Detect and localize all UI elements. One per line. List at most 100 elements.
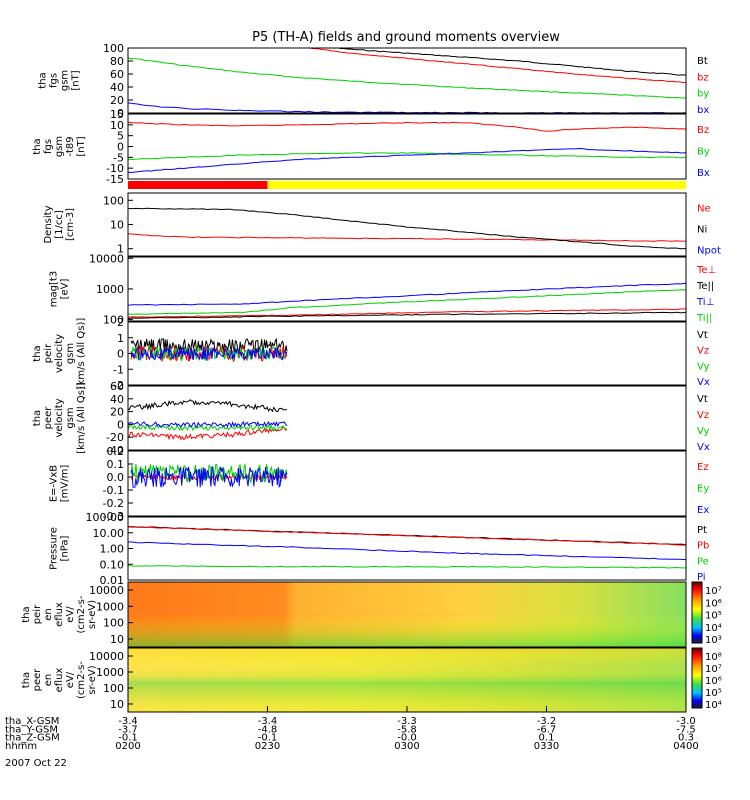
y-tick-label: -5 bbox=[113, 151, 124, 164]
series-pb bbox=[128, 526, 686, 546]
y-label-line: velocity bbox=[54, 334, 65, 373]
heatmap-overlay bbox=[128, 582, 686, 647]
series-group bbox=[128, 121, 686, 173]
y-tick-label: 10000 bbox=[89, 252, 124, 265]
y-tick-label: 5 bbox=[117, 130, 124, 143]
y-tick-label: 100 bbox=[103, 194, 124, 207]
y-label-line: [cm-3] bbox=[65, 208, 76, 241]
y-tick-label: 0.0 bbox=[107, 471, 125, 484]
colorbar-tick-label: 10³ bbox=[705, 635, 722, 646]
y-label-line: peer bbox=[32, 668, 43, 692]
y-label-line: eflux bbox=[54, 602, 65, 627]
panel-frame bbox=[127, 516, 687, 581]
y-label-line: peir bbox=[43, 343, 54, 363]
legend-ez: Ez bbox=[697, 462, 709, 473]
series-ex bbox=[130, 465, 288, 489]
y-label-line: (cm2-s- bbox=[76, 595, 87, 633]
colorbar-scale bbox=[691, 647, 703, 709]
y-tick-label: 1 bbox=[117, 332, 124, 345]
y-label-line: tha bbox=[21, 606, 32, 622]
legend-pt: Pt bbox=[697, 525, 707, 536]
colorbar-tick-label: 10⁵ bbox=[705, 688, 722, 699]
y-tick-label: 100 bbox=[103, 617, 124, 630]
x-axis-value: -0.1 bbox=[258, 733, 278, 744]
x-axis-value: -3.2 bbox=[537, 716, 557, 727]
y-label-line: sr-eV) bbox=[87, 600, 98, 629]
legend-by: by bbox=[697, 89, 709, 100]
y-label-line: peer bbox=[43, 406, 54, 430]
series-ne bbox=[128, 233, 686, 242]
y-label-line: Pressure bbox=[49, 527, 60, 570]
legend-pe: Pe bbox=[697, 556, 709, 567]
y-tick-label: 10000 bbox=[89, 650, 124, 663]
colorbar-tick-label: 10⁸ bbox=[705, 652, 722, 663]
y-tick-label: 0.10 bbox=[100, 558, 125, 571]
y-tick-label: 10 bbox=[110, 698, 124, 711]
colorbar-tick-label: 10⁵ bbox=[705, 611, 722, 622]
series-bx bbox=[128, 147, 686, 173]
legend-bx: Bx bbox=[697, 168, 710, 179]
y-tick-label: -2 bbox=[113, 379, 124, 392]
y-label-line: eflux bbox=[54, 668, 65, 693]
series-vx bbox=[130, 346, 288, 362]
colorbar-tick-label: 10⁷ bbox=[705, 664, 722, 675]
x-axis-value: -3.4 bbox=[258, 716, 278, 727]
x-axis-value: 0330 bbox=[534, 741, 559, 752]
y-tick-label: 10.00 bbox=[93, 527, 125, 540]
y-axis-label: E=-VxB [mV/m] bbox=[49, 465, 71, 503]
x-axis-ephemeris: tha_X-GSM -3.4 -3.4 -3.3 -3.2 -3.0 tha_Y-GSM -3… bbox=[5, 706, 699, 769]
series-group bbox=[128, 282, 686, 319]
y-tick-label: 0.01 bbox=[100, 574, 125, 587]
y-axis-label: Density [1/cc] [cm-3] bbox=[43, 205, 76, 243]
y-tick-label: 100.00 bbox=[86, 511, 125, 524]
y-tick-label: -10 bbox=[106, 162, 124, 175]
series-vx bbox=[128, 420, 288, 428]
x-axis-value: -4.8 bbox=[258, 724, 278, 735]
series-group bbox=[130, 462, 288, 489]
y-tick-label: 10000 bbox=[89, 584, 124, 597]
series-vy bbox=[128, 423, 288, 432]
y-tick-label: 2 bbox=[117, 316, 124, 329]
y-axis-label: mag[t3 [eV] bbox=[49, 271, 71, 307]
series-vz bbox=[128, 425, 288, 441]
y-tick-label: 40 bbox=[110, 393, 124, 406]
panel-frame bbox=[127, 47, 687, 114]
y-axis-label: tha peer en eflux eV/(cm2-s-sr-eV) bbox=[21, 661, 98, 699]
y-tick-label: 0 bbox=[117, 418, 124, 431]
y-tick-label: 0.1 bbox=[107, 458, 125, 471]
legend-vx: Vx bbox=[697, 377, 710, 388]
panel-frame bbox=[127, 192, 687, 257]
y-tick-label: -20 bbox=[106, 431, 124, 444]
series-ti⊥ bbox=[128, 282, 686, 306]
series-group bbox=[128, 399, 288, 441]
y-tick-label: 80 bbox=[110, 55, 124, 68]
y-label-line: fgs bbox=[43, 139, 54, 154]
y-tick-label: 0 bbox=[117, 141, 124, 154]
y-label-line: [km/s (All Qs)] bbox=[76, 382, 87, 454]
legend-vy: Vy bbox=[697, 426, 710, 437]
y-tick-label: 60 bbox=[110, 380, 124, 393]
series-pe bbox=[128, 564, 686, 569]
x-axis-value: 0230 bbox=[255, 741, 280, 752]
legend-vt: Vt bbox=[697, 394, 708, 405]
y-tick-label: 0.2 bbox=[107, 445, 125, 458]
y-tick-label: -40 bbox=[106, 444, 124, 457]
x-axis-value: -3.0 bbox=[676, 716, 696, 727]
y-axis-label: tha fgs gsm [nT] bbox=[38, 70, 82, 91]
mode-segment-yellow bbox=[267, 181, 686, 189]
colorbar-tick-label: 10⁶ bbox=[705, 598, 722, 609]
y-tick-label: 100 bbox=[103, 314, 124, 327]
x-axis-row-label: tha_Z-GSM bbox=[5, 733, 60, 744]
y-tick-label: -15 bbox=[106, 173, 124, 186]
series-group bbox=[128, 207, 686, 250]
legend-vz: Vz bbox=[697, 346, 709, 357]
x-axis-row-label: tha_X-GSM bbox=[5, 716, 59, 727]
series-group bbox=[128, 48, 686, 113]
y-tick-label: -1 bbox=[113, 363, 124, 376]
series-by bbox=[128, 57, 686, 99]
legend-by: By bbox=[697, 147, 710, 158]
y-label-line: [km/s (All Qs)] bbox=[76, 318, 87, 390]
y-label-line: -t89 bbox=[65, 136, 76, 156]
